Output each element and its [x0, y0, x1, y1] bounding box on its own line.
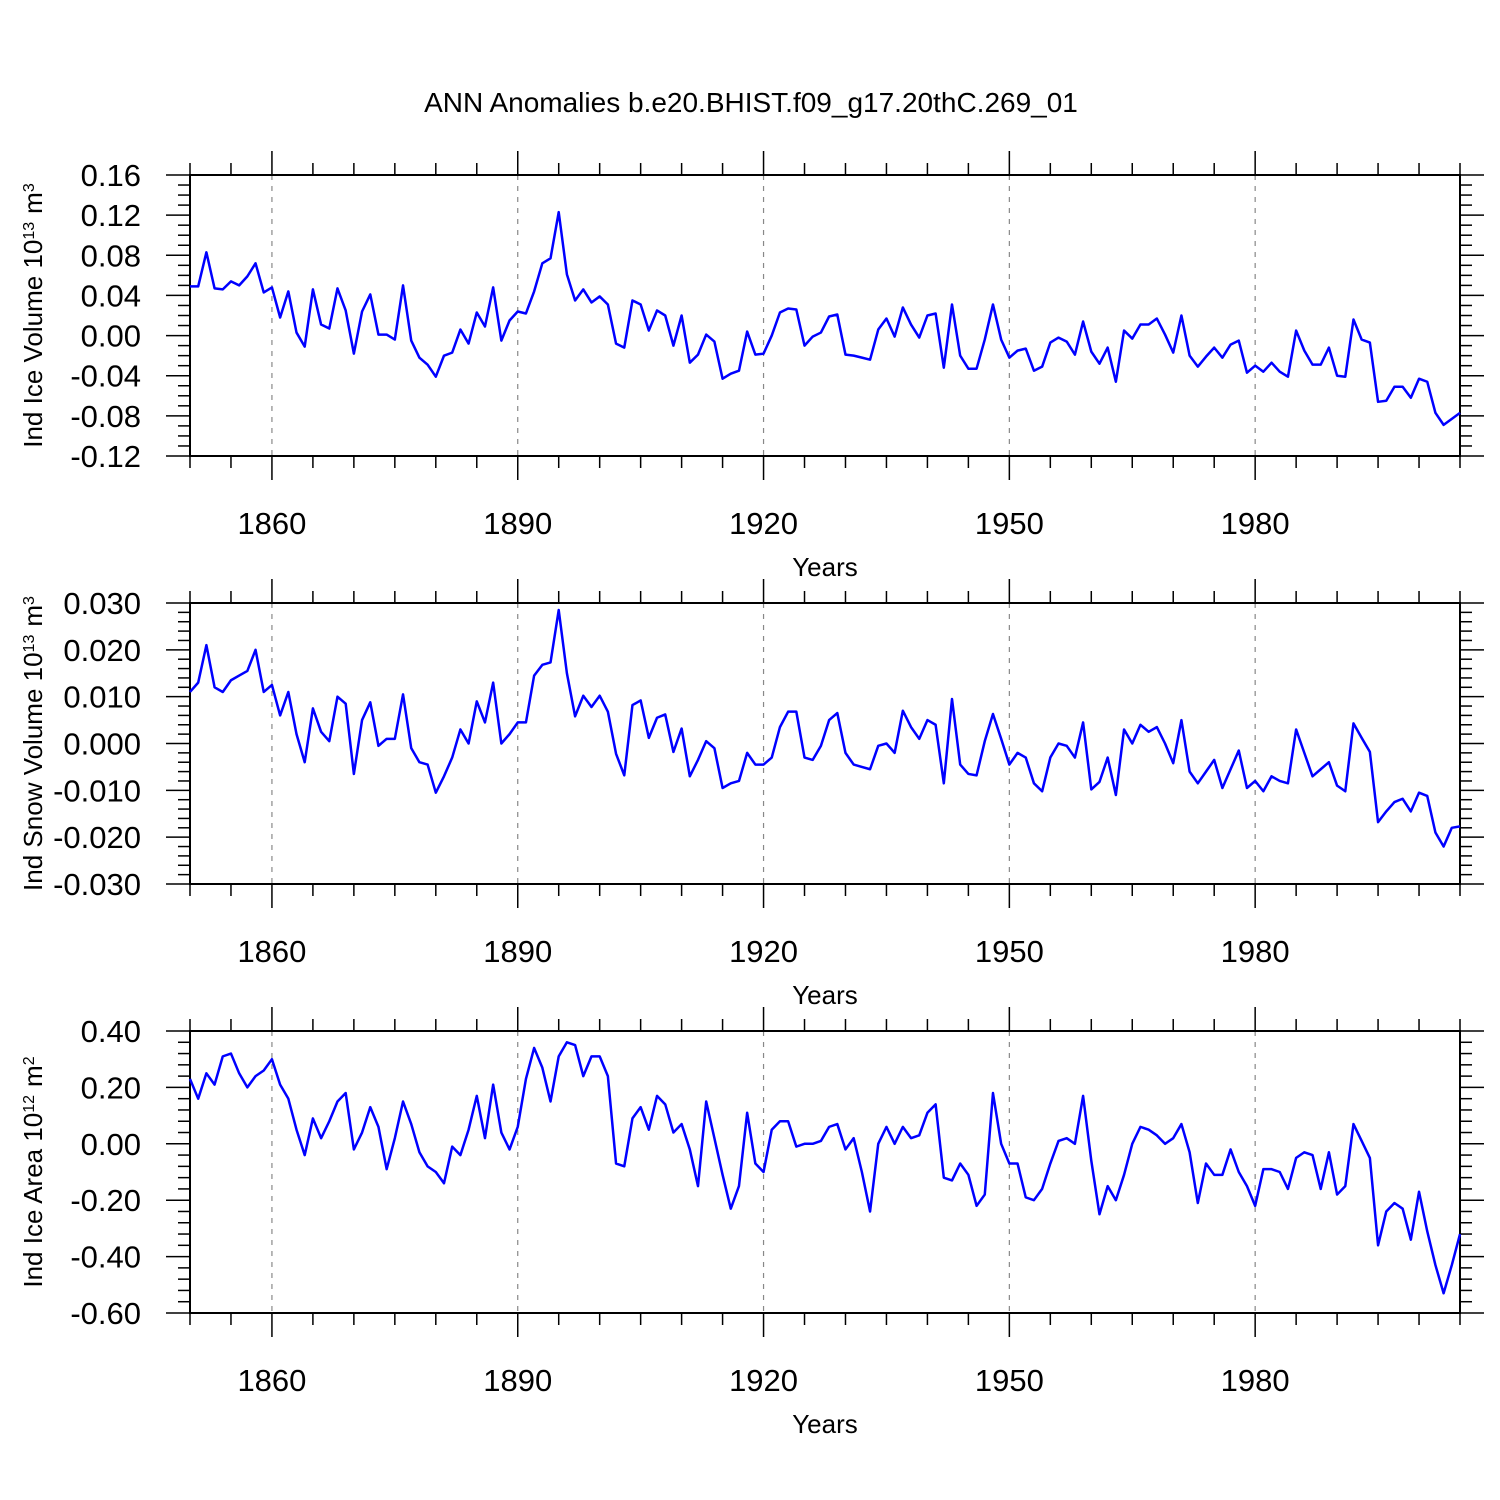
y-axis-label-part: m — [18, 192, 48, 214]
y-tick-label: -0.04 — [70, 359, 141, 394]
y-axis-label-part: 3 — [21, 183, 38, 192]
y-tick-label: -0.020 — [53, 820, 141, 855]
x-tick-label: 1860 — [237, 506, 306, 541]
y-axis-label-part: 3 — [21, 596, 38, 605]
x-axis-label: Years — [792, 552, 858, 582]
y-axis-label-part: 2 — [21, 1056, 38, 1065]
y-tick-label: -0.08 — [70, 399, 141, 434]
y-axis-label-part: 13 — [21, 222, 38, 240]
x-tick-label: 1920 — [729, 1363, 798, 1398]
y-tick-label: 0.010 — [63, 680, 141, 715]
y-tick-label: -0.010 — [53, 773, 141, 808]
y-tick-label: -0.60 — [70, 1296, 141, 1331]
y-tick-label: 0.08 — [81, 238, 141, 273]
x-tick-label: 1950 — [975, 934, 1044, 969]
data-line — [189, 608, 1461, 848]
x-tick-label: 1980 — [1221, 934, 1290, 969]
y-tick-label: -0.20 — [70, 1183, 141, 1218]
y-tick-label: 0.00 — [81, 319, 141, 354]
x-tick-label: 1890 — [483, 934, 552, 969]
plot-frame — [189, 174, 1461, 457]
plot-frame — [189, 1030, 1461, 1314]
y-tick-label: 0.12 — [81, 198, 141, 233]
y-tick-label: 0.00 — [81, 1127, 141, 1162]
x-axis-label: Years — [792, 1409, 858, 1439]
x-tick-label: 1920 — [729, 506, 798, 541]
y-axis-label-part: Ind Ice Volume 10 — [18, 240, 48, 448]
x-tick-label: 1980 — [1221, 1363, 1290, 1398]
data-line — [188, 1041, 1462, 1295]
y-tick-label: -0.12 — [70, 439, 141, 474]
x-tick-label: 1890 — [483, 506, 552, 541]
y-axis-label-part: Ind Ice Area 10 — [18, 1113, 48, 1288]
x-tick-label: 1890 — [483, 1363, 552, 1398]
x-tick-label: 1920 — [729, 934, 798, 969]
chart-title: ANN Anomalies b.e20.BHIST.f09_g17.20thC.… — [424, 87, 1078, 118]
x-tick-label: 1860 — [237, 934, 306, 969]
x-axis-label: Years — [792, 980, 858, 1010]
plot-frame — [189, 602, 1461, 885]
y-axis-label-part: 12 — [21, 1095, 38, 1113]
x-tick-label: 1950 — [975, 1363, 1044, 1398]
y-axis-label: Ind Ice Volume 1013 m3 — [18, 183, 48, 448]
y-tick-label: 0.000 — [63, 727, 141, 762]
y-axis-label: Ind Ice Area 1012 m2 — [18, 1056, 48, 1287]
y-axis-label-part: Ind Snow Volume 10 — [18, 652, 48, 891]
x-tick-label: 1860 — [237, 1363, 306, 1398]
y-tick-label: 0.04 — [81, 278, 141, 313]
y-tick-label: 0.20 — [81, 1070, 141, 1105]
x-tick-label: 1980 — [1221, 506, 1290, 541]
y-tick-label: 0.40 — [81, 1014, 141, 1049]
y-tick-label: 0.030 — [63, 586, 141, 621]
y-tick-label: -0.030 — [53, 867, 141, 902]
y-axis-label: Ind Snow Volume 1013 m3 — [18, 596, 48, 891]
y-tick-label: 0.16 — [81, 158, 141, 193]
y-axis-label-part: m — [18, 605, 48, 627]
y-axis-label-part: m — [18, 1065, 48, 1087]
y-axis-label-part: 13 — [21, 635, 38, 653]
data-line — [190, 210, 1461, 427]
y-tick-label: -0.40 — [70, 1240, 141, 1275]
y-tick-label: 0.020 — [63, 633, 141, 668]
x-tick-label: 1950 — [975, 506, 1044, 541]
